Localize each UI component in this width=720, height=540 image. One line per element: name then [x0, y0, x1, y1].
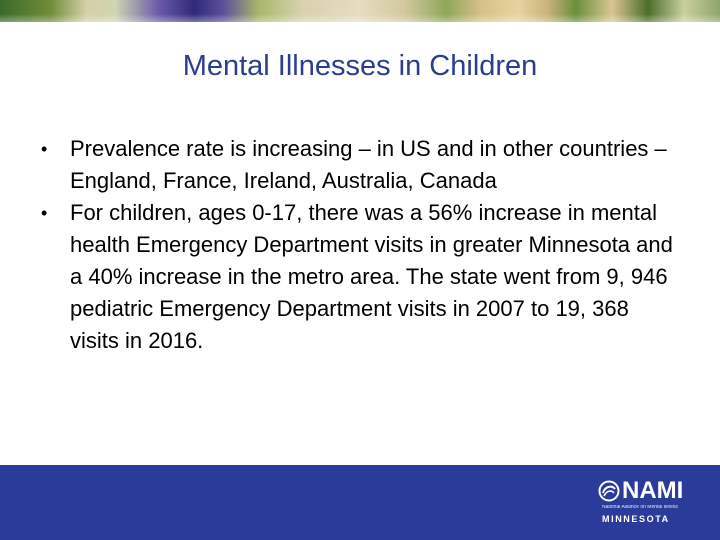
nami-minnesota-logo: NAMI National Alliance on Mental Illness… [598, 478, 690, 528]
nami-state-label: MINNESOTA [602, 514, 670, 524]
bullet-list: • Prevalence rate is increasing – in US … [35, 133, 675, 357]
nami-tagline: National Alliance on Mental Illness [602, 505, 678, 510]
decorative-photo-banner [0, 0, 720, 22]
bullet-text: Prevalence rate is increasing – in US an… [70, 136, 667, 193]
nami-swirl-icon [598, 480, 620, 502]
bullet-item: • For children, ages 0-17, there was a 5… [35, 197, 675, 357]
slide-title: Mental Illnesses in Children [182, 50, 538, 82]
nami-wordmark: NAMI [622, 477, 684, 504]
bullet-marker: • [41, 203, 48, 223]
bullet-text: For children, ages 0-17, there was a 56%… [70, 200, 673, 353]
bullet-marker: • [41, 139, 48, 159]
footer-bar [0, 465, 720, 540]
bullet-item: • Prevalence rate is increasing – in US … [35, 133, 675, 197]
